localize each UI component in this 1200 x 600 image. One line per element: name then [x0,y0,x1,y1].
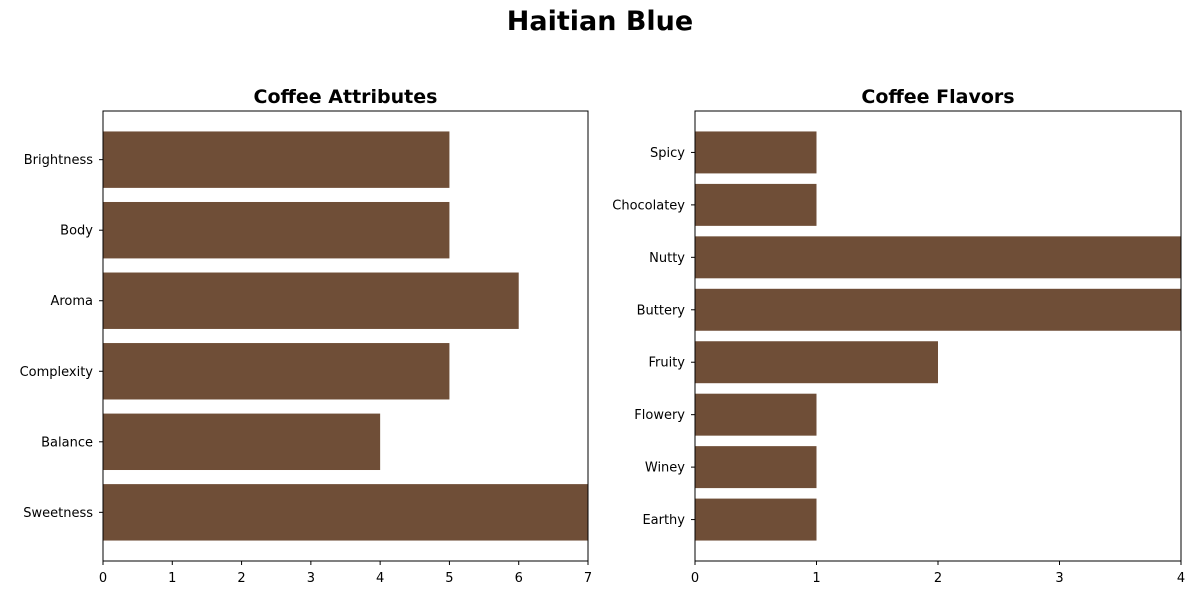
y-tick-label-body: Body [60,224,93,239]
x-tick-label: 3 [307,571,315,586]
plot-frame [102,110,589,562]
bar-body [103,201,450,259]
x-tick-label: 0 [691,571,699,586]
bar-chocolatey [695,183,817,226]
x-tick-label: 0 [99,571,107,586]
y-tick-label-chocolatey: Chocolatey [612,198,685,213]
bar-brightness [103,131,450,188]
bar-complexity [103,343,450,400]
x-tick-label: 1 [812,571,820,586]
chart-title: Coffee Flavors [861,86,1014,108]
bar-sweetness [103,484,588,541]
bar-buttery [695,288,1181,331]
y-tick-label-brightness: Brightness [24,153,93,168]
x-tick-label: 1 [168,571,176,586]
x-tick-label: 2 [237,571,245,586]
y-tick-label-spicy: Spicy [650,146,685,161]
y-tick-label-aroma: Aroma [50,294,93,309]
x-tick-label: 2 [934,571,942,586]
y-tick-label-earthy: Earthy [642,513,685,528]
y-tick-label-complexity: Complexity [20,365,94,380]
plot-frame [694,110,1182,562]
x-tick-label: 7 [584,571,592,586]
figure-title: Haitian Blue [506,6,694,37]
y-tick-label-sweetness: Sweetness [23,506,93,521]
y-tick-label-nutty: Nutty [649,251,685,266]
x-tick-label: 4 [376,571,384,586]
x-tick-label: 6 [515,571,523,586]
y-tick-label-winey: Winey [645,461,685,476]
x-tick-label: 3 [1055,571,1063,586]
bar-spicy [695,131,817,174]
y-tick-label-flowery: Flowery [634,408,685,423]
bar-winey [695,446,817,489]
bar-fruity [695,341,938,384]
x-tick-label: 4 [1177,571,1185,586]
y-tick-label-balance: Balance [41,435,93,450]
x-tick-label: 5 [445,571,453,586]
bar-earthy [695,498,817,541]
bar-flowery [695,393,817,436]
y-tick-label-buttery: Buttery [637,303,686,318]
bar-aroma [103,272,519,329]
chart-title: Coffee Attributes [254,86,438,108]
bar-nutty [695,236,1181,279]
bar-balance [103,413,381,471]
y-tick-label-fruity: Fruity [648,356,685,371]
